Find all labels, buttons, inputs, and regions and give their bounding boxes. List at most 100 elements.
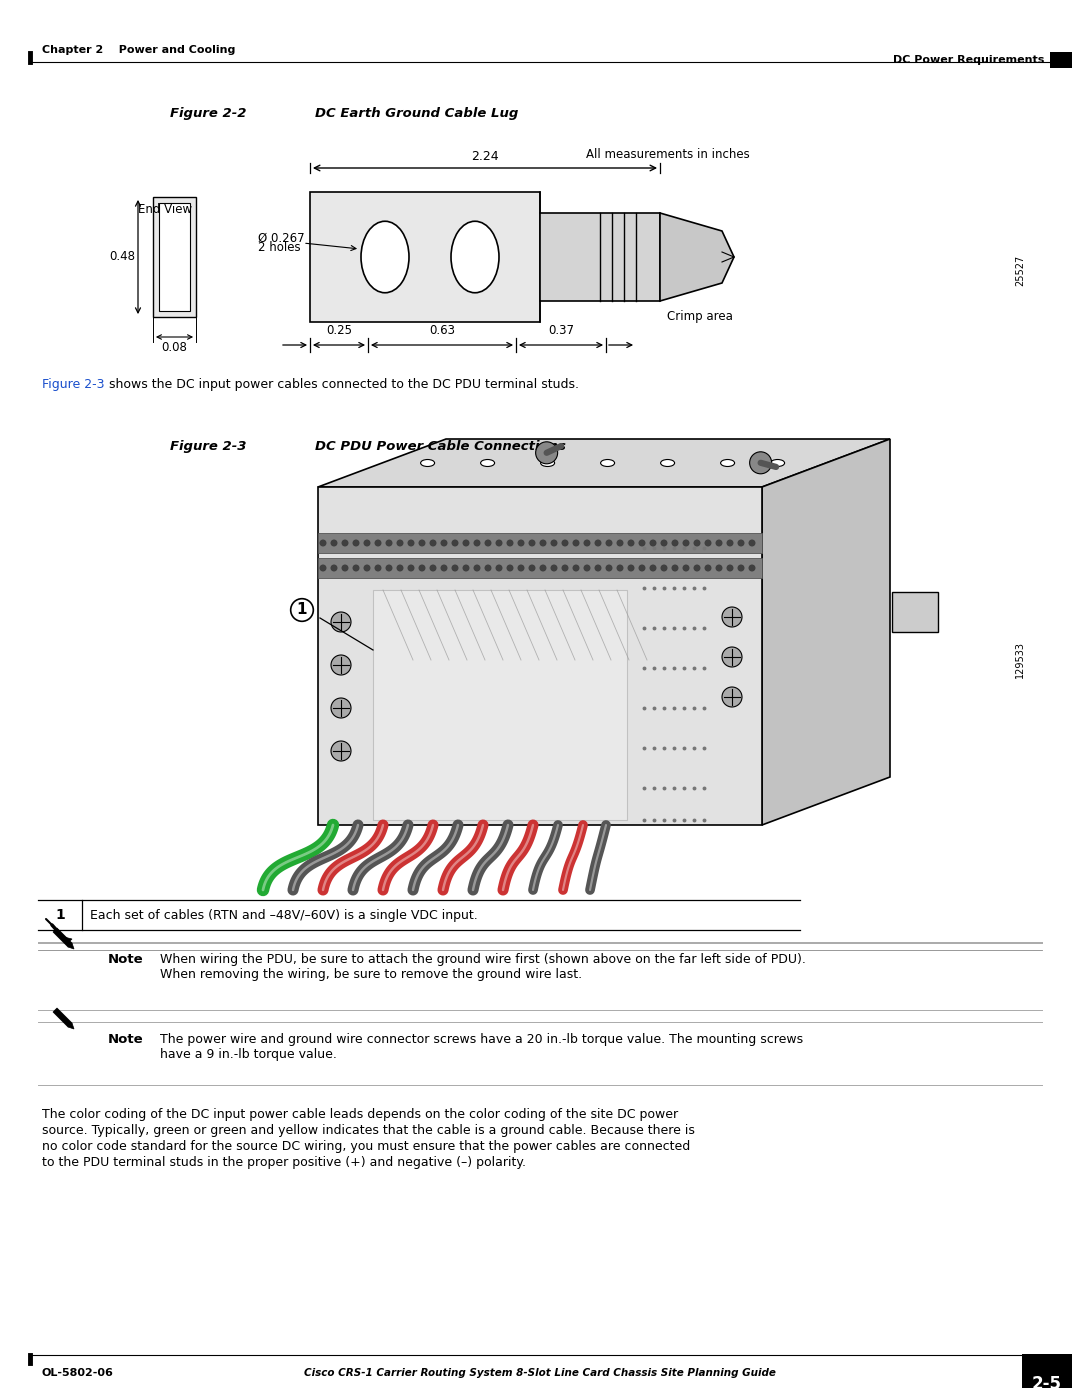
Circle shape	[650, 541, 656, 546]
Circle shape	[397, 566, 403, 571]
Circle shape	[342, 541, 348, 546]
Polygon shape	[53, 928, 72, 947]
Bar	[318, 557, 762, 578]
Circle shape	[540, 566, 545, 571]
Circle shape	[750, 541, 755, 546]
Text: Note: Note	[108, 953, 144, 965]
Text: Ø 0.267: Ø 0.267	[258, 232, 305, 244]
Bar	[1022, 1354, 1072, 1389]
Circle shape	[584, 541, 590, 546]
Circle shape	[496, 566, 502, 571]
Text: Crimp area: Crimp area	[667, 310, 733, 323]
Circle shape	[430, 566, 436, 571]
Bar	[159, 203, 190, 312]
Circle shape	[750, 451, 771, 474]
Circle shape	[508, 566, 513, 571]
Text: 25527: 25527	[1015, 254, 1025, 285]
Circle shape	[672, 541, 678, 546]
Text: Each set of cables (RTN and –48V/–60V) is a single VDC input.: Each set of cables (RTN and –48V/–60V) i…	[90, 908, 477, 922]
Text: OL-5802-06: OL-5802-06	[42, 1368, 113, 1377]
Text: no color code standard for the source DC wiring, you must ensure that the power : no color code standard for the source DC…	[42, 1140, 690, 1153]
Text: All measurements in inches: All measurements in inches	[586, 148, 750, 161]
Circle shape	[419, 541, 424, 546]
Polygon shape	[318, 439, 890, 488]
Text: The power wire and ground wire connector screws have a 20 in.-lb torque value. T: The power wire and ground wire connector…	[160, 1032, 804, 1046]
Circle shape	[629, 566, 634, 571]
Circle shape	[364, 541, 369, 546]
Circle shape	[474, 541, 480, 546]
Circle shape	[485, 566, 490, 571]
Circle shape	[518, 541, 524, 546]
Circle shape	[694, 566, 700, 571]
Polygon shape	[53, 1009, 72, 1027]
Polygon shape	[892, 592, 939, 631]
Text: shows the DC input power cables connected to the DC PDU terminal studs.: shows the DC input power cables connecte…	[105, 379, 579, 391]
Circle shape	[485, 541, 490, 546]
Circle shape	[716, 566, 721, 571]
Circle shape	[551, 566, 557, 571]
Circle shape	[536, 441, 557, 464]
Bar	[540, 212, 660, 300]
Circle shape	[639, 541, 645, 546]
Text: DC PDU Power Cable Connections: DC PDU Power Cable Connections	[315, 440, 566, 453]
Ellipse shape	[771, 460, 784, 467]
Circle shape	[716, 541, 721, 546]
Circle shape	[442, 566, 447, 571]
Circle shape	[595, 541, 600, 546]
Circle shape	[563, 566, 568, 571]
Circle shape	[684, 566, 689, 571]
Ellipse shape	[481, 460, 495, 467]
Circle shape	[727, 566, 733, 571]
Text: to the PDU terminal studs in the proper positive (+) and negative (–) polarity.: to the PDU terminal studs in the proper …	[42, 1155, 526, 1169]
Circle shape	[529, 566, 535, 571]
Circle shape	[540, 541, 545, 546]
Circle shape	[684, 541, 689, 546]
Circle shape	[453, 541, 458, 546]
Text: DC Earth Ground Cable Lug: DC Earth Ground Cable Lug	[315, 108, 518, 120]
Circle shape	[342, 566, 348, 571]
Circle shape	[508, 541, 513, 546]
Text: DC Power Requirements: DC Power Requirements	[893, 54, 1044, 66]
Circle shape	[723, 647, 742, 666]
Circle shape	[397, 541, 403, 546]
Bar	[1050, 52, 1072, 68]
Bar	[318, 534, 762, 553]
Ellipse shape	[541, 460, 555, 467]
Circle shape	[650, 566, 656, 571]
Text: 129533: 129533	[1015, 641, 1025, 679]
Circle shape	[551, 541, 557, 546]
Text: 2.24: 2.24	[471, 149, 499, 163]
Polygon shape	[68, 1023, 75, 1030]
Circle shape	[723, 608, 742, 627]
Text: 0.37: 0.37	[548, 324, 573, 337]
Circle shape	[474, 566, 480, 571]
Circle shape	[496, 541, 502, 546]
Circle shape	[353, 541, 359, 546]
Circle shape	[727, 541, 733, 546]
Circle shape	[408, 541, 414, 546]
Circle shape	[584, 566, 590, 571]
Circle shape	[606, 541, 611, 546]
Text: Chapter 2    Power and Cooling: Chapter 2 Power and Cooling	[42, 45, 235, 54]
Circle shape	[442, 541, 447, 546]
Ellipse shape	[661, 460, 675, 467]
Text: 1: 1	[55, 908, 65, 922]
Circle shape	[595, 566, 600, 571]
Circle shape	[387, 566, 392, 571]
Bar	[153, 197, 195, 317]
Circle shape	[453, 566, 458, 571]
Circle shape	[739, 541, 744, 546]
Text: Figure 2-3: Figure 2-3	[42, 379, 105, 391]
Circle shape	[723, 687, 742, 707]
Ellipse shape	[600, 460, 615, 467]
Circle shape	[330, 612, 351, 631]
Text: 1: 1	[297, 602, 307, 617]
Ellipse shape	[720, 460, 734, 467]
Circle shape	[408, 566, 414, 571]
Circle shape	[672, 566, 678, 571]
Circle shape	[629, 541, 634, 546]
Text: 0.08: 0.08	[162, 341, 188, 353]
Text: Note: Note	[108, 1032, 144, 1046]
Polygon shape	[373, 590, 627, 820]
Text: source. Typically, green or green and yellow indicates that the cable is a groun: source. Typically, green or green and ye…	[42, 1125, 694, 1137]
